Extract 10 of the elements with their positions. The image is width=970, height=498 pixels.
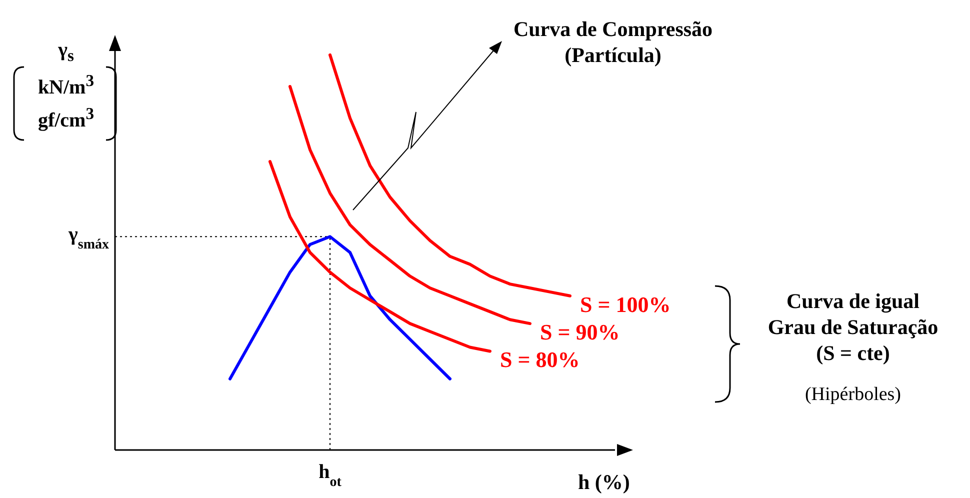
x-axis-title: h (%) (578, 470, 630, 495)
text: γ$_{s}$ kN/m$^{3}$ gf/cm$^{3}$ (36, 38, 96, 134)
series-label: S = 90% (540, 320, 620, 345)
ref-line-label: γ$_{smáx}$ (68, 224, 109, 252)
text: h$_{ot}$ (318, 461, 342, 490)
series-label: S = 80% (500, 347, 580, 372)
text: (Hipérboles) (804, 383, 902, 407)
series-label: S = 100% (580, 292, 671, 317)
annotation: Curva de Compressão (Partícula) (512, 16, 714, 68)
text: Curva de igual Grau de Saturação (S = cte) (766, 288, 940, 366)
